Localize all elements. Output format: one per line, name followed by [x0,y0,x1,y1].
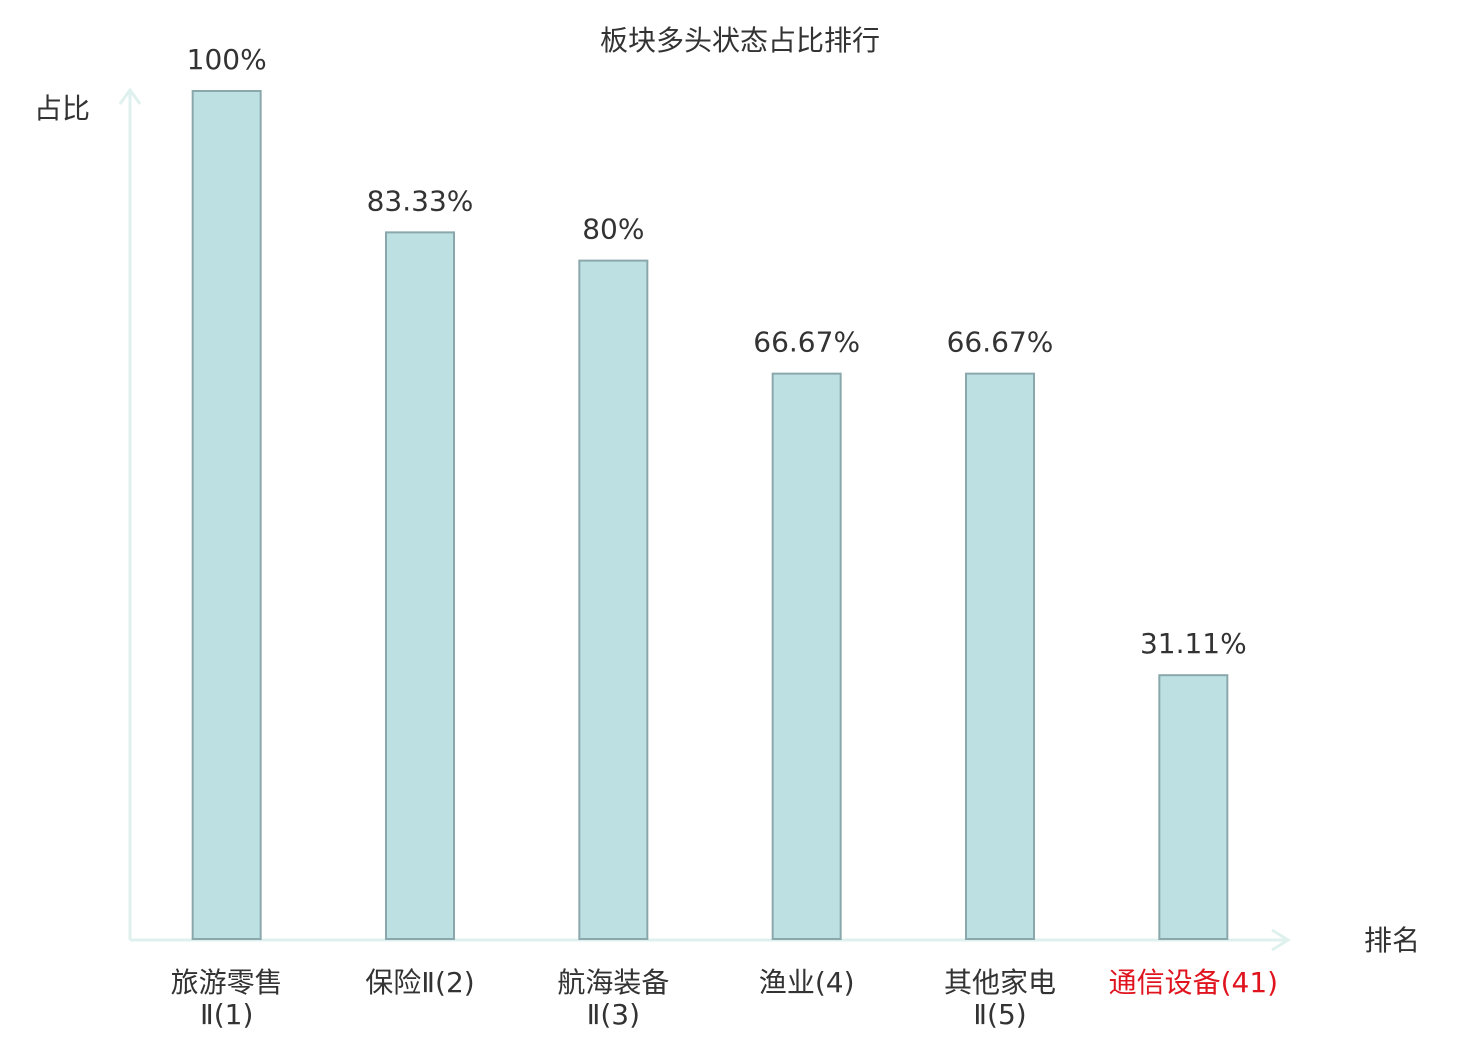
bar [1158,674,1229,940]
label-line: Ⅱ(3) [587,998,640,1031]
bar [191,90,262,940]
chart-title: 板块多头状态占比排行 [600,24,880,57]
bar [385,231,455,941]
value-label: 83.33% [367,184,474,217]
value-label: 66.67% [753,326,860,359]
value-label: 66.67% [947,326,1054,359]
label-line: 航海装备 [557,966,669,999]
x-axis-label: 排名 [1364,924,1420,957]
bar [578,259,649,941]
y-axis-label: 占比 [34,92,90,125]
x-tick-label: 渔业(4) [759,966,855,999]
label-line: 旅游零售 [171,966,283,999]
value-label: 80% [582,213,644,246]
bar [965,372,1035,940]
x-arrow [1271,928,1291,952]
axes [118,87,1291,952]
label-line: Ⅱ(1) [200,998,253,1031]
x-tick-label: 航海装备 Ⅱ(3) [557,966,669,1031]
value-label: 100% [187,43,267,76]
x-tick-label: 其他家电 Ⅱ(5) [944,966,1056,1031]
bar [771,372,842,940]
x-tick-label: 通信设备(41) [1109,966,1278,999]
label-line: 其他家电 [944,966,1056,999]
x-tick-label: 旅游零售 Ⅱ(1) [171,966,283,1031]
x-tick-label: 保险Ⅱ(2) [365,966,474,999]
label-line: Ⅱ(5) [973,998,1026,1031]
y-arrow [118,87,142,105]
value-label: 31.11% [1140,627,1247,660]
